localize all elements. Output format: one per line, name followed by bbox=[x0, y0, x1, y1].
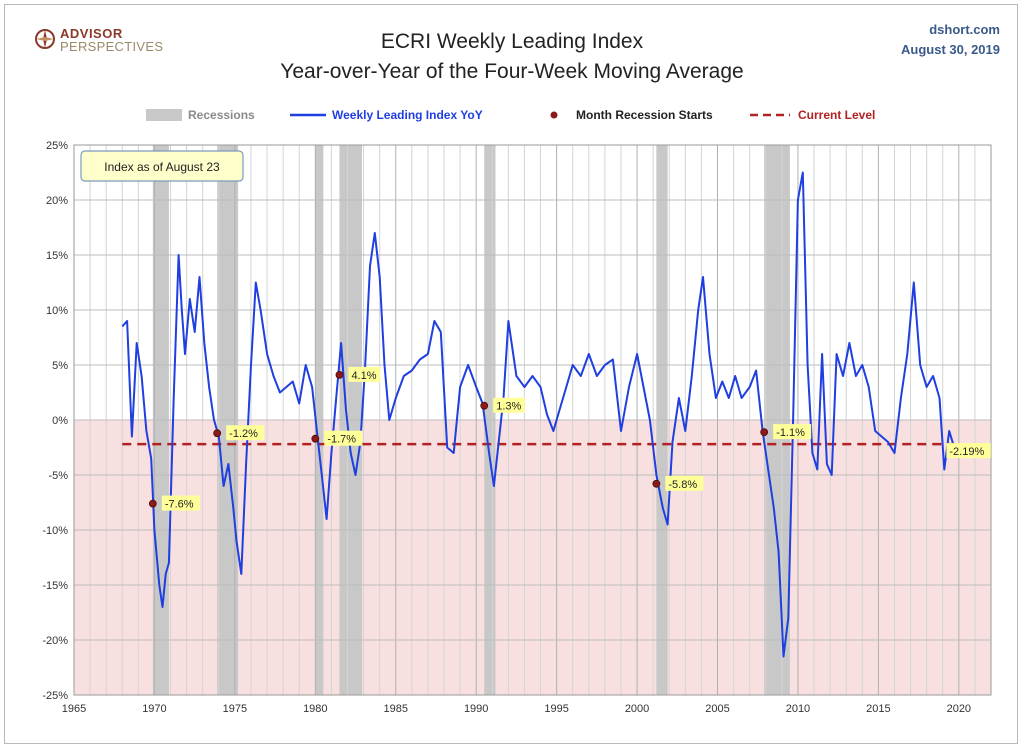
recession-start-label-bg-0 bbox=[161, 495, 200, 511]
logo-text-perspectives: PERSPECTIVES bbox=[60, 39, 164, 54]
legend-label-recessions: Recessions bbox=[188, 108, 255, 122]
x-tick-label: 2005 bbox=[705, 703, 729, 715]
y-tick-label: 15% bbox=[46, 250, 68, 262]
recession-start-label-6: -1.1% bbox=[776, 427, 805, 439]
index-note-text: Index as of August 23 bbox=[104, 160, 220, 174]
index-note-box bbox=[80, 150, 244, 182]
recession-start-marker-3 bbox=[335, 370, 344, 379]
recession-start-label-0: -7.6% bbox=[165, 499, 194, 511]
x-tick-label: 2020 bbox=[947, 703, 971, 715]
x-tick-label: 1995 bbox=[544, 703, 568, 715]
date-label: August 30, 2019 bbox=[901, 42, 1000, 57]
x-tick-label: 1980 bbox=[303, 703, 327, 715]
recession-start-marker-4 bbox=[480, 401, 489, 410]
recession-start-label-5: -5.8% bbox=[668, 479, 697, 491]
recession-start-marker-0 bbox=[148, 499, 157, 508]
y-tick-label: -25% bbox=[42, 690, 68, 702]
legend-label-current-level: Current Level bbox=[798, 108, 875, 122]
y-tick-label: 20% bbox=[46, 195, 68, 207]
recession-start-label-bg-6 bbox=[773, 424, 812, 440]
plot-border bbox=[73, 144, 992, 696]
x-tick-label: 2010 bbox=[786, 703, 810, 715]
y-tick-label: 25% bbox=[46, 140, 68, 152]
recession-start-label-bg-2 bbox=[324, 430, 363, 446]
plot-background-negative bbox=[74, 420, 991, 695]
recession-start-label-bg-1 bbox=[226, 425, 265, 441]
legend-label-wli: Weekly Leading Index YoY bbox=[332, 108, 483, 122]
current-value-label-bg bbox=[946, 443, 991, 459]
legend-swatch-recession-starts bbox=[550, 111, 558, 119]
x-tick-label: 1970 bbox=[142, 703, 166, 715]
y-tick-label: -15% bbox=[42, 580, 68, 592]
recession-start-marker-6 bbox=[760, 428, 769, 437]
recession-start-label-bg-4 bbox=[493, 397, 525, 413]
logo-text-advisor: ADVISOR bbox=[60, 26, 123, 41]
x-tick-label: 1975 bbox=[223, 703, 247, 715]
x-tick-label: 1965 bbox=[62, 703, 86, 715]
compass-logo-icon bbox=[35, 29, 55, 49]
legend-swatch-recessions bbox=[146, 109, 182, 121]
chart-title: ECRI Weekly Leading Index bbox=[380, 30, 644, 53]
recession-start-marker-1 bbox=[213, 429, 222, 438]
recession-start-label-bg-3 bbox=[348, 366, 381, 382]
recession-start-label-1: -1.2% bbox=[229, 428, 258, 440]
y-tick-label: 5% bbox=[52, 360, 68, 372]
current-value-label: -2.19% bbox=[949, 446, 984, 458]
chart-subtitle: Year-over-Year of the Four-Week Moving A… bbox=[280, 60, 744, 83]
y-tick-label: 0% bbox=[52, 415, 68, 427]
recession-start-marker-2 bbox=[311, 434, 320, 443]
recession-start-label-bg-5 bbox=[665, 475, 704, 491]
plot-background-upper bbox=[74, 145, 991, 420]
source-label: dshort.com bbox=[929, 22, 1000, 37]
legend-label-recession-starts: Month Recession Starts bbox=[576, 108, 713, 122]
x-tick-label: 2015 bbox=[866, 703, 890, 715]
recession-start-label-2: -1.7% bbox=[327, 434, 356, 446]
recession-start-label-4: 1.3% bbox=[496, 401, 521, 413]
x-tick-label: 1985 bbox=[384, 703, 408, 715]
x-tick-label: 1990 bbox=[464, 703, 488, 715]
y-tick-label: -10% bbox=[42, 525, 68, 537]
recession-start-marker-5 bbox=[652, 479, 661, 488]
y-tick-label: 10% bbox=[46, 305, 68, 317]
y-tick-label: -5% bbox=[48, 470, 68, 482]
recession-start-label-3: 4.1% bbox=[351, 370, 376, 382]
x-tick-label: 2000 bbox=[625, 703, 649, 715]
y-tick-label: -20% bbox=[42, 635, 68, 647]
